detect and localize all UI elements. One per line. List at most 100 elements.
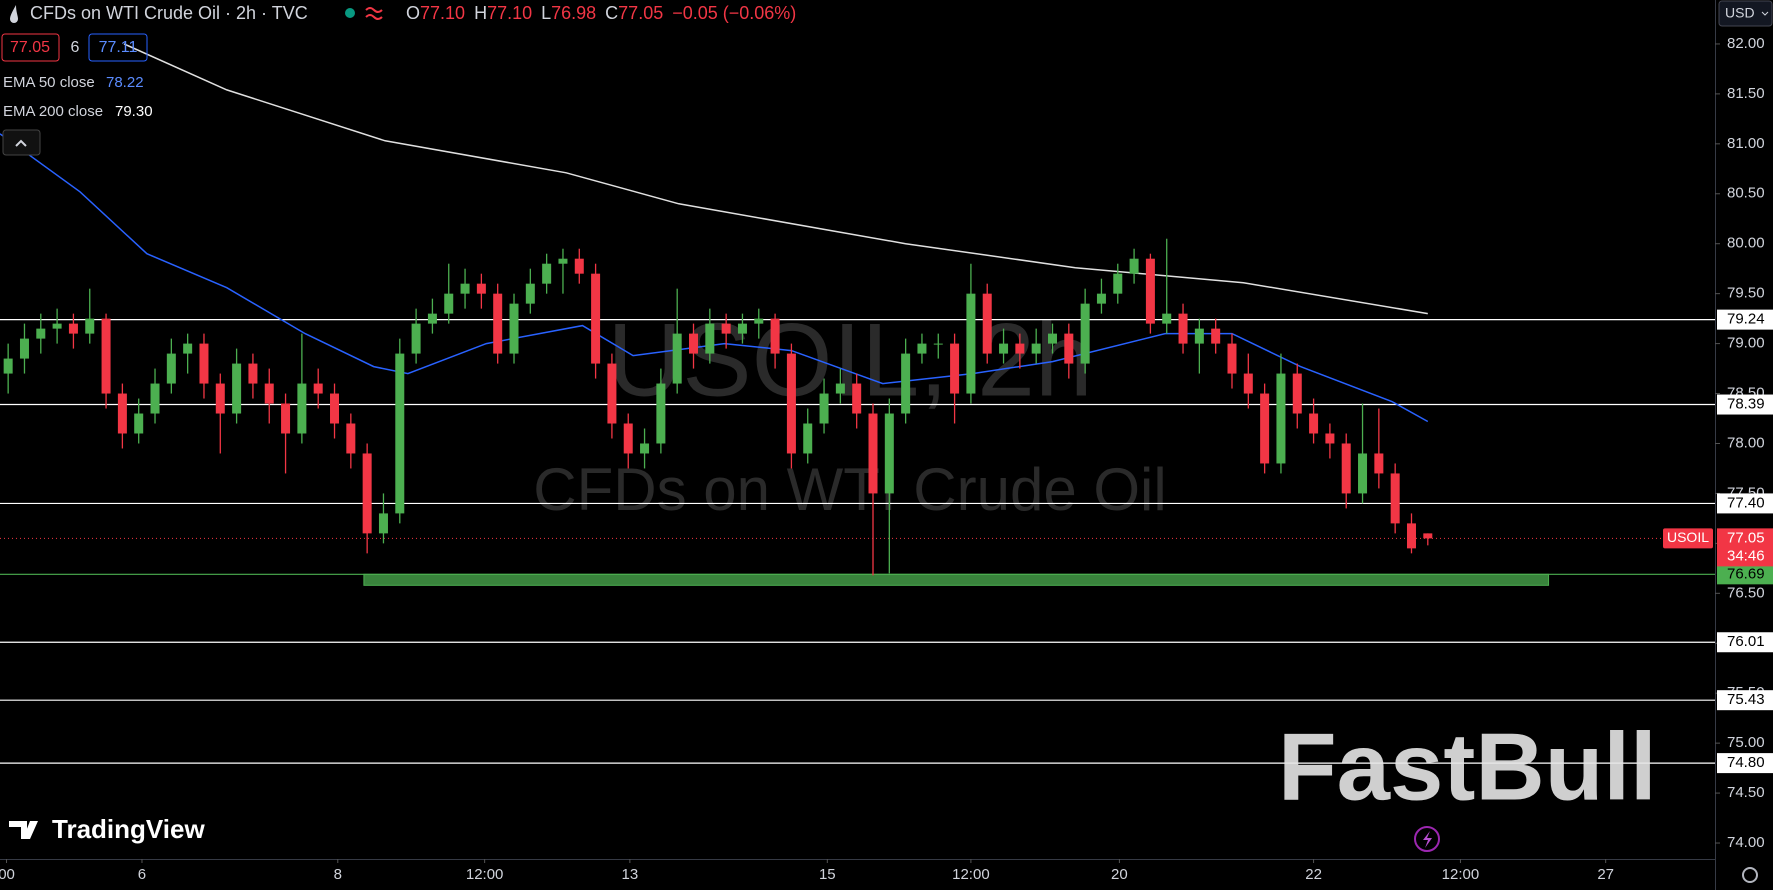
time-axis-bg [0,859,1715,890]
candle-body [215,383,225,414]
bid-box[interactable] [1,33,60,62]
candle-body [705,323,715,354]
candle-body [264,383,274,404]
y-tick-label: 74.50 [1727,784,1765,801]
level-label-box [1717,690,1773,711]
level-label: 75.43 [1727,691,1765,708]
candle-body [1374,453,1384,474]
candle-body [982,293,992,354]
candle-body [1194,328,1204,344]
ohlc-legend: O77.10 H77.10 L76.98 C77.05 −0.05 (−0.06%) [406,3,796,23]
watermark: USOIL, 2h CFDs on WTI Crude Oil [533,302,1166,522]
candle-body [835,383,845,394]
level-label-box [1717,564,1773,585]
candle-body [737,323,747,334]
candle-body [754,318,764,324]
ema-line [123,43,1428,315]
ask-box[interactable] [88,33,148,62]
tv-icon [9,821,38,839]
level-label: 76.69 [1727,565,1765,582]
ema200-name: EMA 200 close [3,103,103,120]
candle-body [1243,373,1253,394]
level-label: 79.24 [1727,311,1765,328]
ohlc-value: 77.10 [420,3,465,23]
tv-logo: TradingView [52,814,205,844]
candle-body [656,383,666,444]
candle-body [1064,333,1074,364]
candle-body [1178,313,1188,344]
plot-area [0,43,1715,764]
ema200-value: 79.30 [115,103,153,120]
support-zone [363,573,1550,586]
last-price-label: 77.05 [1727,529,1765,546]
symbol-icon [10,5,18,23]
candle-body [395,353,405,514]
candle-body [460,283,470,294]
ema50-value: 78.22 [106,74,144,91]
x-tick-label: 13 [622,866,639,883]
currency: USD [1725,5,1755,21]
currency-button[interactable] [1718,0,1773,27]
bid-price: 77.05 [10,39,50,56]
candle-body [574,258,584,274]
candle-body [85,318,95,334]
level-label: 74.80 [1727,754,1765,771]
symbol-title: CFDs on WTI Crude Oil · 2h · TVC [30,3,308,23]
ohlc-value: 76.98 [551,3,596,23]
candle-body [362,453,372,534]
candle-body [558,258,568,264]
candle-body [770,318,780,354]
ohlc-change: −0.05 (−0.06%) [672,3,796,23]
level-label-box [1717,753,1773,774]
candle-body [1227,343,1237,374]
candle-body [493,293,503,354]
collapse-icon [15,139,27,147]
candle-body [640,443,650,454]
y-tick-label: 82.00 [1727,35,1765,52]
candle-body [1276,373,1286,464]
candle-body [1211,328,1221,344]
level-label-box [1717,394,1773,415]
y-tick-label: 79.00 [1727,335,1765,352]
level-label-box [1717,309,1773,330]
x-tick-label: 00 [0,866,15,883]
lightning-button[interactable] [1414,826,1440,852]
candle-body [313,383,323,394]
settings-button[interactable] [1742,867,1758,883]
candle-body [803,423,813,454]
level-label-box [1717,493,1773,514]
y-tick-label: 74.00 [1727,834,1765,851]
candle-body [1406,523,1416,549]
countdown: 34:46 [1727,547,1765,564]
candle-body [476,283,486,294]
candle-body [378,513,388,534]
ohlc-key: C [605,3,618,23]
y-tick-label: 76.50 [1727,584,1765,601]
candle-body [1358,453,1368,494]
x-tick-label: 27 [1597,866,1614,883]
candle-body [444,293,454,314]
ohlc-value: 77.05 [618,3,663,23]
candle-body [281,403,291,434]
lightning-icon [1423,831,1432,848]
candle-body [330,393,340,424]
symbol-tag: USOIL [1667,529,1709,545]
y-tick-label: 80.50 [1727,185,1765,202]
candle-body [509,303,519,354]
candle-body [868,413,878,494]
ask-price: 77.11 [99,39,138,56]
candle-body [52,323,62,329]
level-label: 77.40 [1727,494,1765,511]
candle-body [150,383,160,414]
y-tick-label: 80.00 [1727,235,1765,252]
x-tick-label: 12:00 [1442,866,1480,883]
x-tick-label: 8 [334,866,342,883]
candle-body [411,323,421,354]
candle-body [101,318,111,394]
y-tick-label: 81.50 [1727,85,1765,102]
candle-body [721,323,731,334]
candle-body [1145,258,1155,324]
x-tick-label: 15 [819,866,836,883]
symbol-tag-box [1663,528,1713,549]
